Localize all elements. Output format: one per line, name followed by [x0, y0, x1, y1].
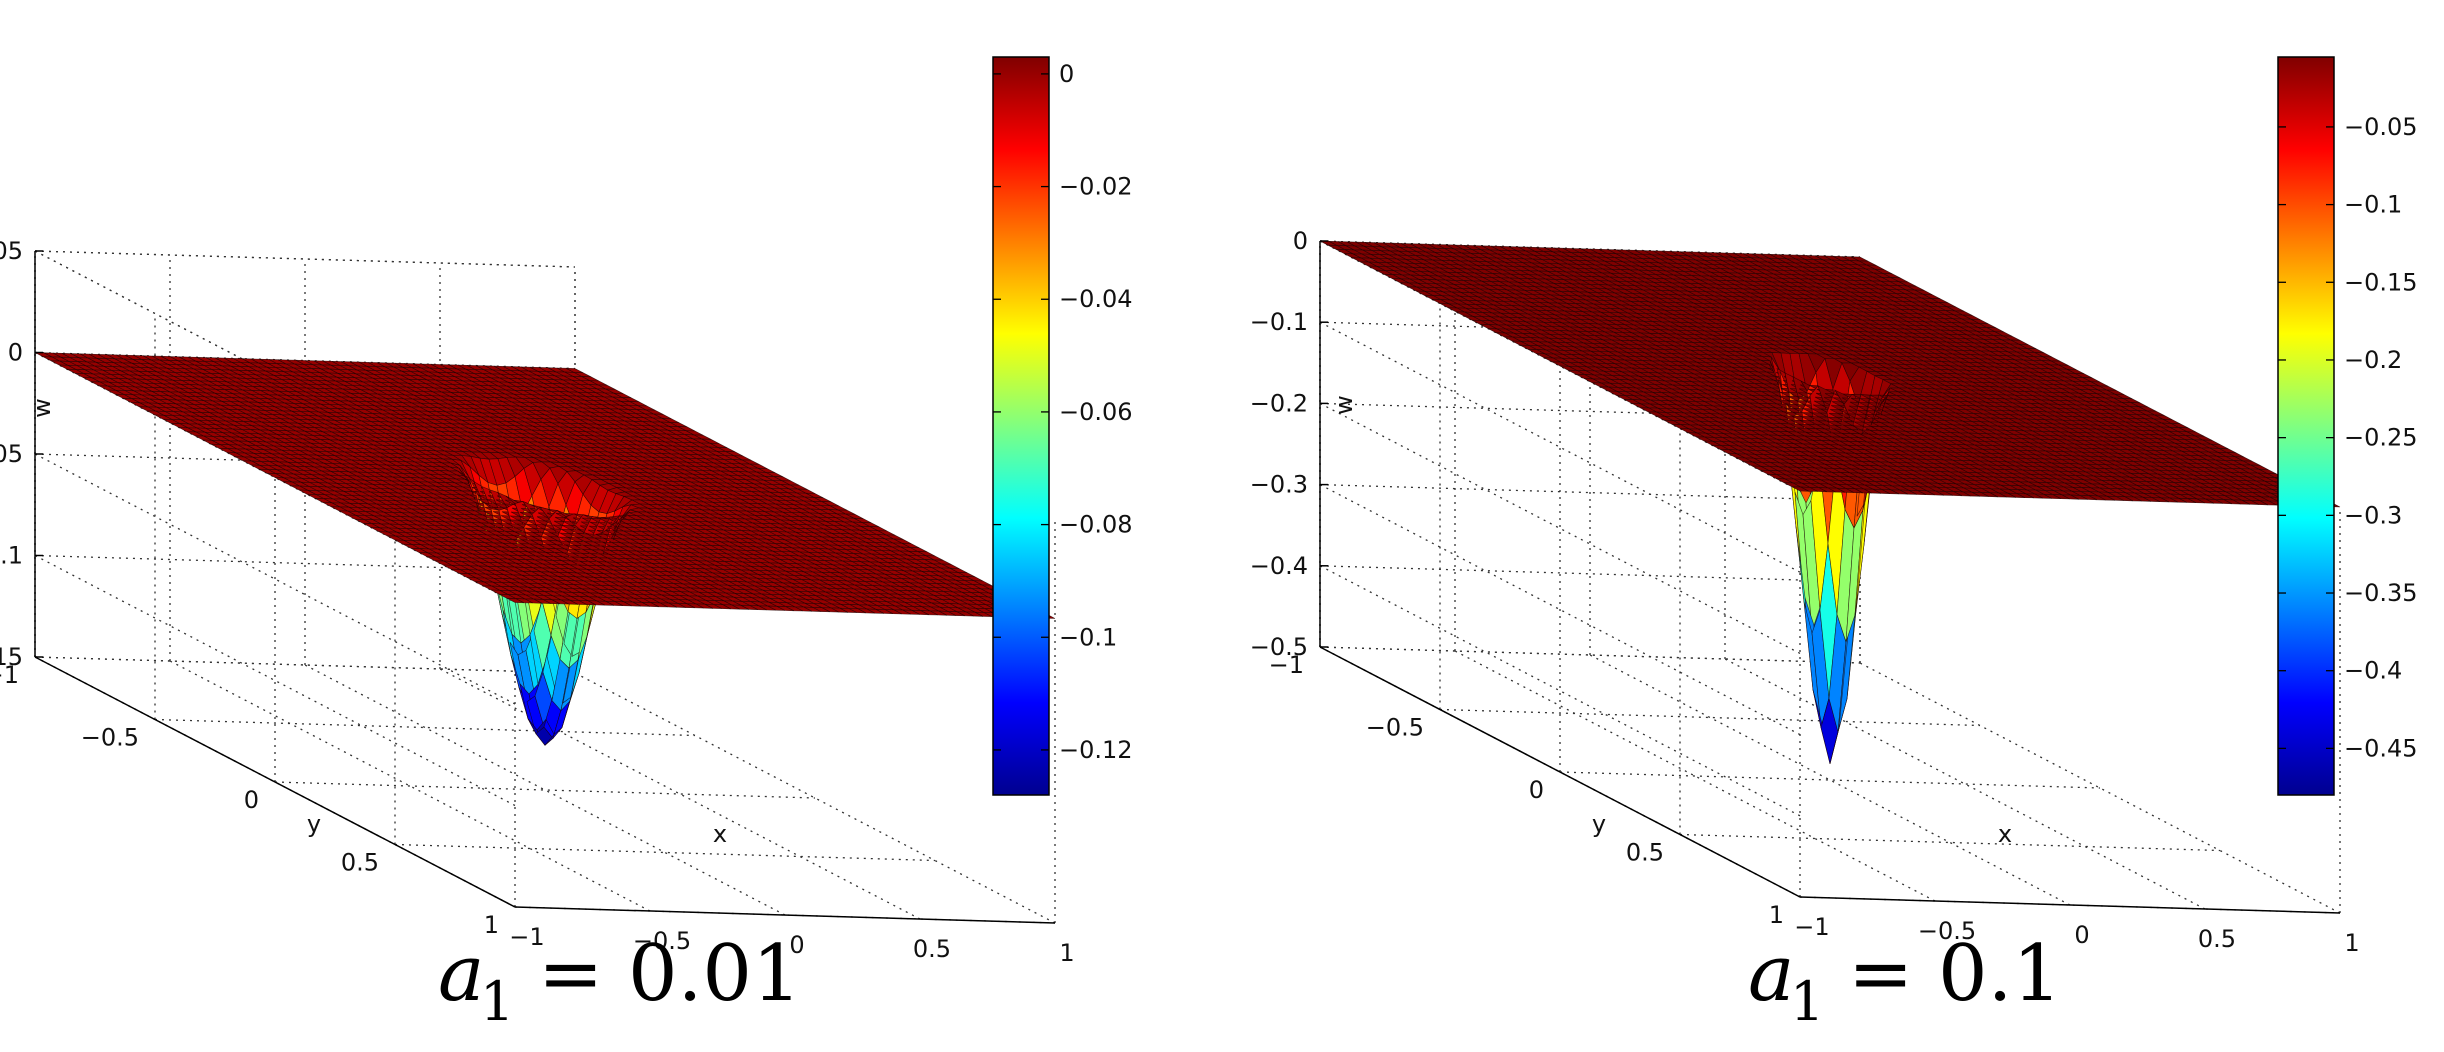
colorbar-gradient: [992, 56, 1050, 796]
y-axis-ticks: 1 0.5 0 −0.5 −1: [0, 661, 499, 939]
y-tick-label: 0.5: [341, 849, 379, 877]
colorbar-tick-label: −0.12: [1059, 736, 1133, 764]
x-tick-label: 0.5: [913, 935, 951, 963]
y-tick-label: 1: [484, 911, 499, 939]
colorbar-tick-label: −0.04: [1059, 285, 1133, 313]
colorbar-tick-label: 0: [1059, 60, 1074, 88]
x-axis-label: x: [713, 820, 727, 848]
caption-relation: =: [538, 929, 603, 1019]
colorbar-tick-label: −0.08: [1059, 511, 1133, 539]
surface-mesh: [1319, 240, 2341, 764]
y-tick-label: −1: [0, 661, 19, 689]
colorbar-tick-label: −0.02: [1059, 173, 1133, 201]
z-tick-label: −0.1: [0, 542, 23, 570]
panel-caption: a 1 = 0.01: [438, 929, 802, 1033]
z-tick-label: 0: [8, 339, 23, 367]
caption-subscript: 1: [480, 970, 514, 1033]
caption-symbol: a: [438, 929, 485, 1019]
z-tick-label: 0.05: [0, 237, 23, 265]
surface-plot-a1-0.1: −0.5−0.4−0.3−0.2−0.10 10.50−0.5−1 −1 −0.5…: [1250, 56, 2418, 1033]
y-axis-label: y: [307, 810, 321, 838]
z-tick-label: −0.05: [0, 440, 23, 468]
y-tick-label: −0.5: [81, 724, 139, 752]
colorbar-tick-label: −0.06: [1059, 398, 1133, 426]
surface-mesh: [34, 352, 1056, 746]
colorbar: 0 −0.02 −0.04 −0.06 −0.08 −0.1 −0.12: [992, 56, 1133, 796]
y-tick-label: 0: [244, 786, 259, 814]
colorbar-tick-label: −0.1: [1059, 623, 1117, 651]
x-tick-label: 1: [1059, 939, 1074, 967]
z-axis-label: w: [28, 398, 56, 418]
caption-value: 0.01: [628, 929, 802, 1019]
